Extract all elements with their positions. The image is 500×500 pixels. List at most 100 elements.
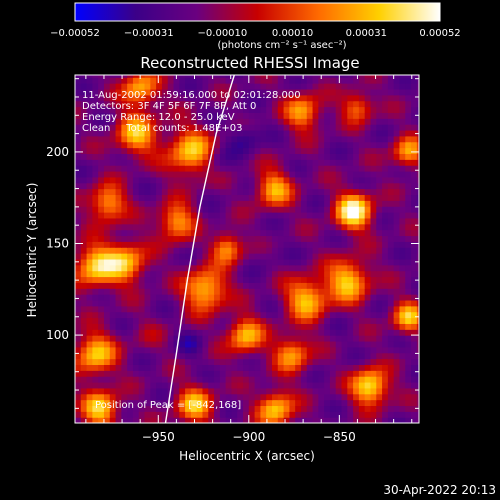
- heatmap-pixel: [289, 288, 296, 295]
- heatmap-pixel: [231, 270, 238, 278]
- heatmap-pixel: [283, 147, 290, 154]
- heatmap-pixel: [121, 235, 128, 242]
- heatmap-pixel: [173, 270, 180, 278]
- heatmap-pixel: [318, 94, 325, 102]
- heatmap-pixel: [312, 399, 319, 407]
- heatmap-pixel: [202, 288, 209, 295]
- heatmap-pixel: [185, 229, 192, 237]
- heatmap-pixel: [370, 358, 377, 365]
- heatmap-pixel: [115, 340, 122, 348]
- heatmap-pixel: [138, 376, 146, 383]
- heatmap-pixel: [75, 88, 82, 96]
- heatmap-pixel: [376, 405, 383, 412]
- heatmap-pixel: [277, 411, 285, 418]
- heatmap-pixel: [411, 305, 418, 313]
- heatmap-pixel: [283, 153, 290, 160]
- heatmap-pixel: [208, 159, 215, 166]
- heatmap-pixel: [277, 188, 285, 196]
- heatmap-pixel: [80, 106, 88, 113]
- heatmap-pixel: [387, 393, 395, 401]
- heatmap-pixel: [300, 106, 308, 113]
- heatmap-pixel: [115, 346, 122, 354]
- heatmap-pixel: [121, 282, 128, 289]
- heatmap-pixel: [196, 182, 204, 190]
- heatmap-pixel: [416, 135, 419, 143]
- heatmap-pixel: [266, 247, 273, 254]
- heatmap-pixel: [150, 188, 157, 196]
- heatmap-pixel: [231, 118, 238, 125]
- heatmap-pixel: [387, 147, 395, 154]
- heatmap-pixel: [138, 153, 146, 160]
- heatmap-pixel: [138, 387, 146, 395]
- heatmap-pixel: [196, 247, 204, 254]
- heatmap-pixel: [277, 364, 285, 371]
- heatmap-pixel: [324, 200, 331, 207]
- heatmap-pixel: [219, 405, 227, 412]
- heatmap-pixel: [312, 370, 319, 377]
- heatmap-pixel: [364, 206, 372, 213]
- heatmap-pixel: [289, 147, 296, 154]
- heatmap-pixel: [283, 258, 290, 266]
- heatmap-pixel: [237, 305, 244, 313]
- heatmap-pixel: [243, 83, 250, 90]
- heatmap-pixel: [173, 370, 180, 377]
- heatmap-pixel: [237, 100, 244, 108]
- heatmap-pixel: [214, 77, 221, 84]
- heatmap-pixel: [202, 147, 209, 154]
- heatmap-pixel: [335, 352, 343, 360]
- heatmap-pixel: [295, 153, 302, 160]
- heatmap-pixel: [103, 147, 111, 154]
- heatmap-pixel: [382, 141, 389, 149]
- heatmap-pixel: [260, 159, 267, 166]
- heatmap-pixel: [150, 370, 157, 377]
- heatmap-pixel: [150, 83, 157, 90]
- heatmap-pixel: [312, 141, 319, 149]
- heatmap-pixel: [98, 288, 105, 295]
- heatmap-pixel: [329, 376, 337, 383]
- heatmap-pixel: [312, 170, 319, 178]
- heatmap-pixel: [185, 235, 192, 242]
- heatmap-pixel: [266, 352, 273, 360]
- heatmap-pixel: [173, 381, 180, 389]
- heatmap-pixel: [127, 75, 134, 78]
- heatmap-pixel: [161, 381, 169, 389]
- heatmap-pixel: [219, 247, 227, 254]
- heatmap-pixel: [98, 364, 105, 371]
- heatmap-pixel: [405, 106, 412, 113]
- heatmap-pixel: [237, 276, 244, 283]
- heatmap-pixel: [190, 393, 198, 401]
- heatmap-pixel: [225, 182, 233, 190]
- heatmap-pixel: [411, 165, 418, 172]
- heatmap-pixel: [347, 217, 354, 225]
- heatmap-pixel: [393, 299, 401, 307]
- heatmap-pixel: [185, 241, 192, 248]
- heatmap-pixel: [243, 217, 250, 225]
- heatmap-pixel: [260, 329, 267, 336]
- heatmap-pixel: [358, 135, 366, 143]
- heatmap-pixel: [405, 340, 412, 348]
- heatmap-pixel: [376, 223, 383, 231]
- heatmap-pixel: [92, 141, 99, 149]
- heatmap-pixel: [283, 188, 290, 196]
- heatmap-pixel: [324, 188, 331, 196]
- heatmap-pixel: [103, 258, 111, 266]
- heatmap-pixel: [318, 282, 325, 289]
- heatmap-pixel: [266, 229, 273, 237]
- heatmap-pixel: [132, 206, 140, 213]
- heatmap-pixel: [370, 83, 377, 90]
- heatmap-pixel: [103, 311, 111, 319]
- heatmap-pixel: [208, 112, 215, 119]
- heatmap-pixel: [416, 335, 419, 342]
- heatmap-pixel: [289, 153, 296, 160]
- heatmap-pixel: [416, 417, 419, 423]
- heatmap-pixel: [364, 223, 372, 231]
- heatmap-pixel: [167, 153, 175, 160]
- heatmap-pixel: [86, 247, 93, 254]
- heatmap-pixel: [393, 212, 401, 219]
- heatmap-pixel: [115, 118, 122, 125]
- y-tick-label: 200: [46, 145, 69, 159]
- heatmap-pixel: [306, 159, 314, 166]
- heatmap-pixel: [347, 317, 354, 324]
- heatmap-pixel: [80, 294, 88, 301]
- heatmap-pixel: [405, 241, 412, 248]
